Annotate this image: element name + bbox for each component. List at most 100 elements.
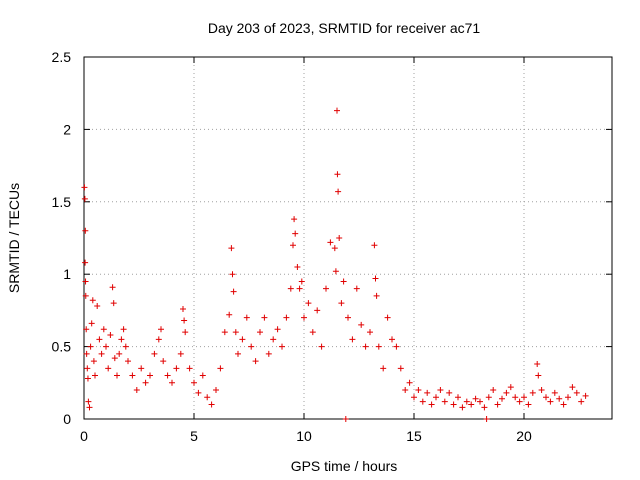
data-point	[455, 394, 461, 401]
data-point	[110, 300, 117, 307]
data-point	[468, 401, 475, 408]
axis-ticks: 0 5 10 15 20 0 0.5 1 1.5 2 2.5	[52, 49, 612, 444]
data-point	[318, 343, 325, 350]
data-point	[109, 284, 116, 291]
data-point	[472, 395, 479, 402]
data-point	[182, 329, 189, 336]
data-point	[463, 398, 470, 405]
data-point	[373, 292, 380, 299]
data-point	[543, 394, 549, 401]
data-point	[217, 365, 224, 372]
data-point	[181, 317, 188, 324]
data-point	[415, 387, 422, 394]
data-point	[402, 387, 409, 394]
data-point	[573, 389, 580, 396]
y-axis-title: SRMTID / TECUs	[6, 183, 22, 293]
data-point	[334, 171, 341, 178]
data-point	[459, 404, 466, 411]
data-point	[82, 259, 89, 266]
data-point	[261, 314, 268, 321]
data-point	[81, 195, 88, 202]
data-point	[96, 336, 103, 343]
data-point	[177, 350, 184, 357]
data-point	[525, 401, 532, 408]
data-point	[164, 372, 171, 379]
data-point	[362, 343, 369, 350]
data-point	[107, 332, 114, 339]
data-point	[94, 303, 101, 310]
data-point	[446, 389, 453, 396]
data-point	[371, 242, 378, 249]
data-point	[358, 321, 365, 328]
data-point	[287, 285, 294, 292]
data-point	[111, 355, 118, 362]
data-point	[547, 398, 554, 405]
data-point	[142, 379, 149, 386]
data-point	[186, 365, 193, 372]
data-point	[265, 350, 272, 357]
data-point	[243, 314, 250, 321]
data-point	[535, 372, 542, 379]
data-point	[213, 387, 219, 394]
data-point	[133, 387, 140, 394]
data-point	[279, 343, 285, 350]
data-point	[582, 392, 589, 399]
data-point	[578, 398, 585, 405]
data-point	[129, 372, 136, 379]
data-point	[314, 307, 321, 314]
data-point	[397, 365, 404, 372]
data-point	[87, 343, 94, 350]
data-point	[270, 336, 277, 343]
data-point	[221, 329, 228, 336]
data-point	[494, 401, 501, 408]
data-point	[88, 320, 95, 327]
data-point	[338, 300, 345, 307]
data-point	[296, 285, 303, 292]
data-point	[441, 398, 448, 405]
y-tick-label: 1.5	[52, 194, 72, 210]
x-tick-label: 15	[406, 428, 422, 444]
data-point	[490, 387, 497, 394]
data-point	[84, 375, 91, 382]
data-point	[305, 300, 312, 307]
data-point	[90, 358, 97, 365]
data-point	[191, 379, 197, 386]
data-point	[229, 271, 236, 278]
grid	[84, 57, 612, 419]
data-point	[301, 314, 307, 321]
data-point	[84, 365, 91, 372]
x-tick-label: 5	[190, 428, 198, 444]
data-point	[160, 358, 167, 365]
data-point	[125, 358, 131, 365]
data-point	[529, 389, 536, 396]
data-point	[433, 394, 439, 401]
data-point	[199, 372, 206, 379]
data-point	[228, 245, 235, 252]
data-point	[85, 398, 92, 405]
data-point	[560, 401, 567, 408]
data-point	[291, 216, 298, 223]
data-point	[252, 358, 259, 365]
data-point	[180, 305, 186, 312]
data-point	[477, 398, 483, 405]
data-point	[411, 394, 417, 401]
x-axis-title: GPS time / hours	[291, 458, 398, 474]
data-point	[155, 336, 162, 343]
data-point	[353, 285, 360, 292]
data-point	[82, 278, 89, 285]
data-point	[283, 314, 290, 321]
data-point	[565, 394, 571, 401]
data-point	[380, 365, 387, 372]
data-point	[81, 184, 88, 191]
data-point	[204, 394, 211, 401]
data-point	[406, 379, 413, 386]
data-point	[424, 389, 431, 396]
y-tick-label: 0	[63, 411, 71, 427]
data-point	[195, 389, 202, 396]
data-point	[375, 343, 382, 350]
data-point	[232, 329, 239, 336]
data-point	[569, 384, 576, 391]
x-tick-label: 10	[296, 428, 312, 444]
data-point	[92, 372, 98, 379]
